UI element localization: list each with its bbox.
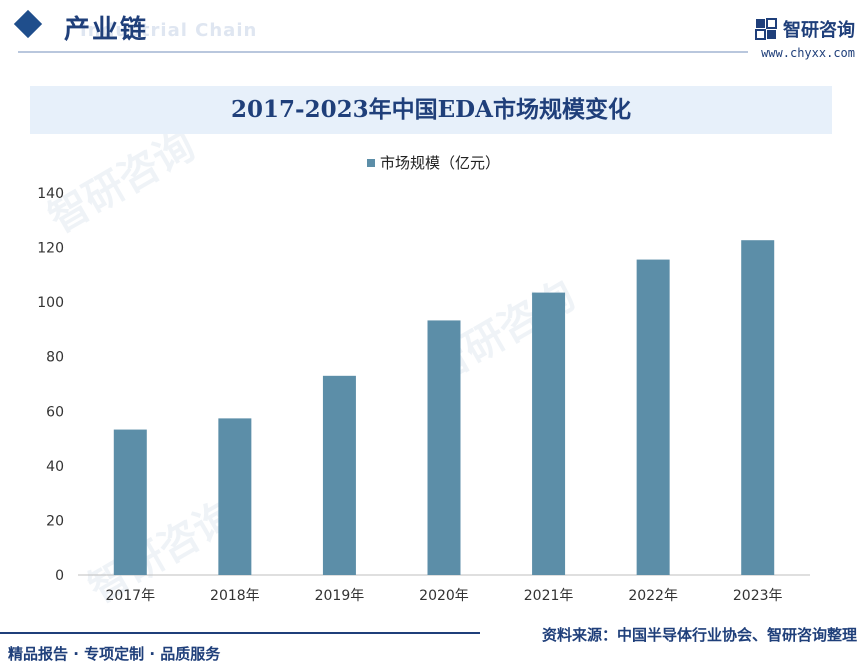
y-tick-label: 120 <box>37 241 64 257</box>
bar-2019年 <box>322 375 356 575</box>
y-tick-label: 20 <box>46 513 64 529</box>
legend-label: 市场规模（亿元） <box>380 154 501 172</box>
header-subtitle: Industrial Chain <box>80 20 258 41</box>
x-tick-label: 2022年 <box>628 588 678 604</box>
x-tick-label: 2019年 <box>315 588 365 604</box>
x-tick-label: 2023年 <box>733 588 783 604</box>
y-tick-label: 0 <box>55 568 64 584</box>
footer-divider <box>0 632 480 634</box>
y-tick-label: 140 <box>37 186 64 202</box>
x-tick-label: 2017年 <box>105 588 155 604</box>
y-tick-label: 40 <box>46 459 64 475</box>
bar-2021年 <box>532 292 566 575</box>
header-title: 产业链 <box>64 15 149 45</box>
x-tick-label: 2020年 <box>419 588 469 604</box>
x-tick-label: 2018年 <box>210 588 260 604</box>
chart-legend: 市场规模（亿元） <box>367 152 500 173</box>
header-divider <box>18 51 748 53</box>
footer-tagline: 精品报告 · 专项定制 · 品质服务 <box>8 645 221 663</box>
title-band <box>30 86 832 134</box>
bar-2022年 <box>636 259 670 575</box>
brand-logo-icon <box>755 18 777 40</box>
bar-2017年 <box>113 429 147 575</box>
bar-2018年 <box>218 418 252 575</box>
y-tick-label: 60 <box>46 404 64 420</box>
source-note: 资料来源：中国半导体行业协会、智研咨询整理 <box>541 626 857 644</box>
brand: 智研咨询 www.chyxx.com <box>755 16 855 60</box>
brand-name: 智研咨询 <box>783 20 855 41</box>
chart-title: 2017-2023年中国EDA市场规模变化 <box>231 96 631 123</box>
y-tick-label: 80 <box>46 350 64 366</box>
x-tick-label: 2021年 <box>524 588 574 604</box>
y-tick-label: 100 <box>37 295 64 311</box>
bar-2023年 <box>741 240 775 575</box>
bar-2020年 <box>427 320 461 575</box>
brand-url: www.chyxx.com <box>761 46 855 60</box>
legend-swatch <box>367 158 375 167</box>
